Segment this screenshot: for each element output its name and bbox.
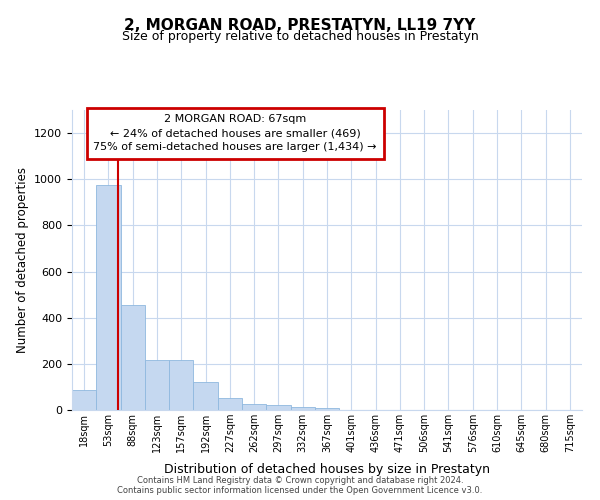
Bar <box>193 382 218 410</box>
X-axis label: Distribution of detached houses by size in Prestatyn: Distribution of detached houses by size … <box>164 464 490 476</box>
Text: 2 MORGAN ROAD: 67sqm
← 24% of detached houses are smaller (469)
75% of semi-deta: 2 MORGAN ROAD: 67sqm ← 24% of detached h… <box>94 114 377 152</box>
Bar <box>169 360 193 410</box>
Bar <box>290 406 315 410</box>
Bar <box>315 408 339 410</box>
Bar <box>96 185 121 410</box>
Y-axis label: Number of detached properties: Number of detached properties <box>16 167 29 353</box>
Text: Contains HM Land Registry data © Crown copyright and database right 2024.: Contains HM Land Registry data © Crown c… <box>137 476 463 485</box>
Bar <box>242 404 266 410</box>
Text: 2, MORGAN ROAD, PRESTATYN, LL19 7YY: 2, MORGAN ROAD, PRESTATYN, LL19 7YY <box>124 18 476 32</box>
Bar <box>266 405 290 410</box>
Bar <box>145 360 169 410</box>
Bar <box>121 306 145 410</box>
Text: Size of property relative to detached houses in Prestatyn: Size of property relative to detached ho… <box>122 30 478 43</box>
Text: Contains public sector information licensed under the Open Government Licence v3: Contains public sector information licen… <box>118 486 482 495</box>
Bar <box>72 390 96 410</box>
Bar <box>218 398 242 410</box>
